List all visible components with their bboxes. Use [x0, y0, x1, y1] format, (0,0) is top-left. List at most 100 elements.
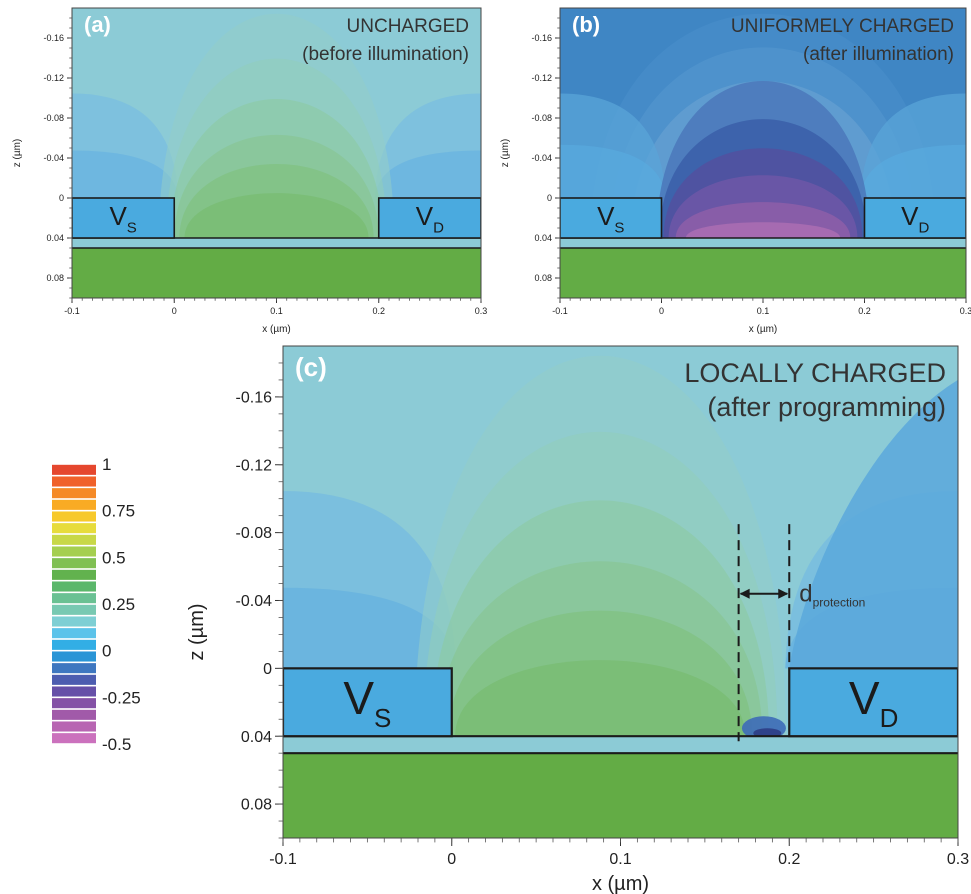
- annotation-d-protection: dprotection: [799, 581, 865, 610]
- colorbar-tick-label: 0.5: [102, 548, 126, 567]
- colorbar-band: [52, 616, 96, 627]
- colorbar-band: [52, 558, 96, 569]
- x-tick-label: 0.3: [947, 851, 969, 868]
- z-tick-label: -0.16: [531, 33, 552, 43]
- field-contour-dome: [685, 222, 841, 238]
- plot-area: VS VD: [283, 346, 958, 838]
- plot-area: VS VD: [72, 8, 481, 298]
- field-contour-drain-side: [860, 144, 966, 198]
- substrate-layer: [560, 248, 966, 298]
- z-tick-label: -0.16: [43, 33, 64, 43]
- x-tick-label: 0: [447, 851, 456, 868]
- colorbar-band: [52, 639, 96, 650]
- panel-subtitle: (after illumination): [803, 44, 954, 65]
- colorbar-band: [52, 733, 96, 744]
- z-tick-label: 0: [547, 193, 552, 203]
- x-tick-label: 0: [659, 306, 664, 316]
- channel-layer: [560, 238, 966, 248]
- colorbar-band: [52, 534, 96, 545]
- colorbar-band: [52, 698, 96, 709]
- z-tick-label: 0.04: [241, 729, 272, 746]
- z-tick-label: -0.08: [531, 113, 552, 123]
- source-electrode: [283, 667, 453, 738]
- y-axis-label: z (µm): [500, 139, 511, 168]
- drain-electrode: [863, 197, 966, 239]
- source-electrode-label: VS: [597, 201, 624, 236]
- annotation-arrowhead-left: [739, 588, 750, 599]
- x-tick-label: -0.1: [269, 851, 297, 868]
- x-axis-label: x (µm): [262, 324, 291, 335]
- panel-subtitle: (before illumination): [302, 44, 469, 65]
- colorbar-band: [52, 628, 96, 639]
- z-tick-label: 0.08: [241, 797, 272, 814]
- z-tick-label: 0.08: [46, 273, 64, 283]
- z-tick-label: -0.04: [43, 153, 64, 163]
- panel-label: (c): [295, 352, 327, 382]
- colorbar-band: [52, 511, 96, 522]
- panel-title: LOCALLY CHARGED: [684, 358, 946, 388]
- colorbar-band: [52, 604, 96, 615]
- z-tick-label: 0.04: [534, 233, 552, 243]
- drain-electrode-label: VD: [416, 201, 444, 236]
- z-tick-label: 0: [59, 193, 64, 203]
- z-tick-label: -0.12: [531, 73, 552, 83]
- field-contour-drain-plume: [789, 379, 958, 669]
- source-electrode-label: VS: [109, 201, 136, 236]
- colorbar-tick-label: 1: [102, 455, 111, 474]
- z-tick-label: 0.04: [46, 233, 64, 243]
- z-tick-label: 0: [263, 661, 272, 678]
- field-contour-dome: [455, 660, 746, 737]
- y-axis-label: z (µm): [186, 603, 208, 660]
- colorbar-band: [52, 464, 96, 475]
- z-tick-label: -0.08: [236, 525, 273, 542]
- panel-title: UNCHARGED: [347, 16, 469, 37]
- substrate-layer: [283, 753, 958, 838]
- x-tick-label: 0.2: [372, 306, 385, 316]
- panel-a-uncharged: VS VD (a) UNCHARGED (before illumination) -0.…: [12, 7, 488, 335]
- x-tick-label: 0.3: [475, 306, 488, 316]
- colorbar-band: [52, 674, 96, 685]
- x-tick-label: 0.1: [270, 306, 283, 316]
- field-contour-source-side: [72, 150, 179, 198]
- colorbar-band: [52, 523, 96, 534]
- drain-electrode: [788, 667, 958, 738]
- x-tick-label: 0.2: [858, 306, 871, 316]
- field-contour-source-side: [560, 144, 666, 198]
- colorbar-tick-label: -0.25: [102, 688, 141, 707]
- annotation-arrowhead-right: [778, 588, 789, 599]
- panel-label: (b): [572, 12, 600, 37]
- colorbar-tick-label: -0.5: [102, 735, 131, 754]
- colorbar-tick-label: 0.25: [102, 595, 135, 614]
- z-tick-label: -0.08: [43, 113, 64, 123]
- colorbar-band: [52, 569, 96, 580]
- x-tick-label: -0.1: [64, 306, 80, 316]
- colorbar-band: [52, 663, 96, 674]
- field-contour-drain-side: [374, 150, 481, 198]
- colorbar-band: [52, 488, 96, 499]
- field-contour-dome: [184, 193, 369, 238]
- z-tick-label: -0.04: [531, 153, 552, 163]
- x-tick-label: 0.1: [609, 851, 631, 868]
- z-tick-label: -0.12: [43, 73, 64, 83]
- z-tick-label: -0.04: [236, 593, 273, 610]
- z-tick-label: -0.16: [236, 389, 273, 406]
- source-electrode: [72, 197, 176, 239]
- substrate-layer: [72, 248, 481, 298]
- panel-title: UNIFORMELY CHARGED: [731, 16, 954, 37]
- colorbar-band: [52, 499, 96, 510]
- colorbar-band: [52, 651, 96, 662]
- z-tick-label: -0.12: [236, 457, 273, 474]
- drain-electrode-label: VD: [849, 672, 898, 733]
- source-electrode: [560, 197, 663, 239]
- x-axis-label: x (µm): [592, 873, 649, 894]
- drain-electrode-label: VD: [901, 201, 929, 236]
- colorbar-band: [52, 593, 96, 604]
- panel-subtitle: (after programming): [707, 392, 946, 422]
- panel-b-uniformly-charged: VS VD (b) UNIFORMELY CHARGED (after illumina…: [500, 7, 971, 335]
- colorbar: 1 0.75 0.5 0.25 0 -0.25 -0.5: [52, 455, 141, 754]
- x-tick-label: -0.1: [552, 306, 568, 316]
- colorbar-band: [52, 546, 96, 557]
- field-contour-source-side: [283, 587, 456, 669]
- colorbar-tick-label: 0.75: [102, 502, 135, 521]
